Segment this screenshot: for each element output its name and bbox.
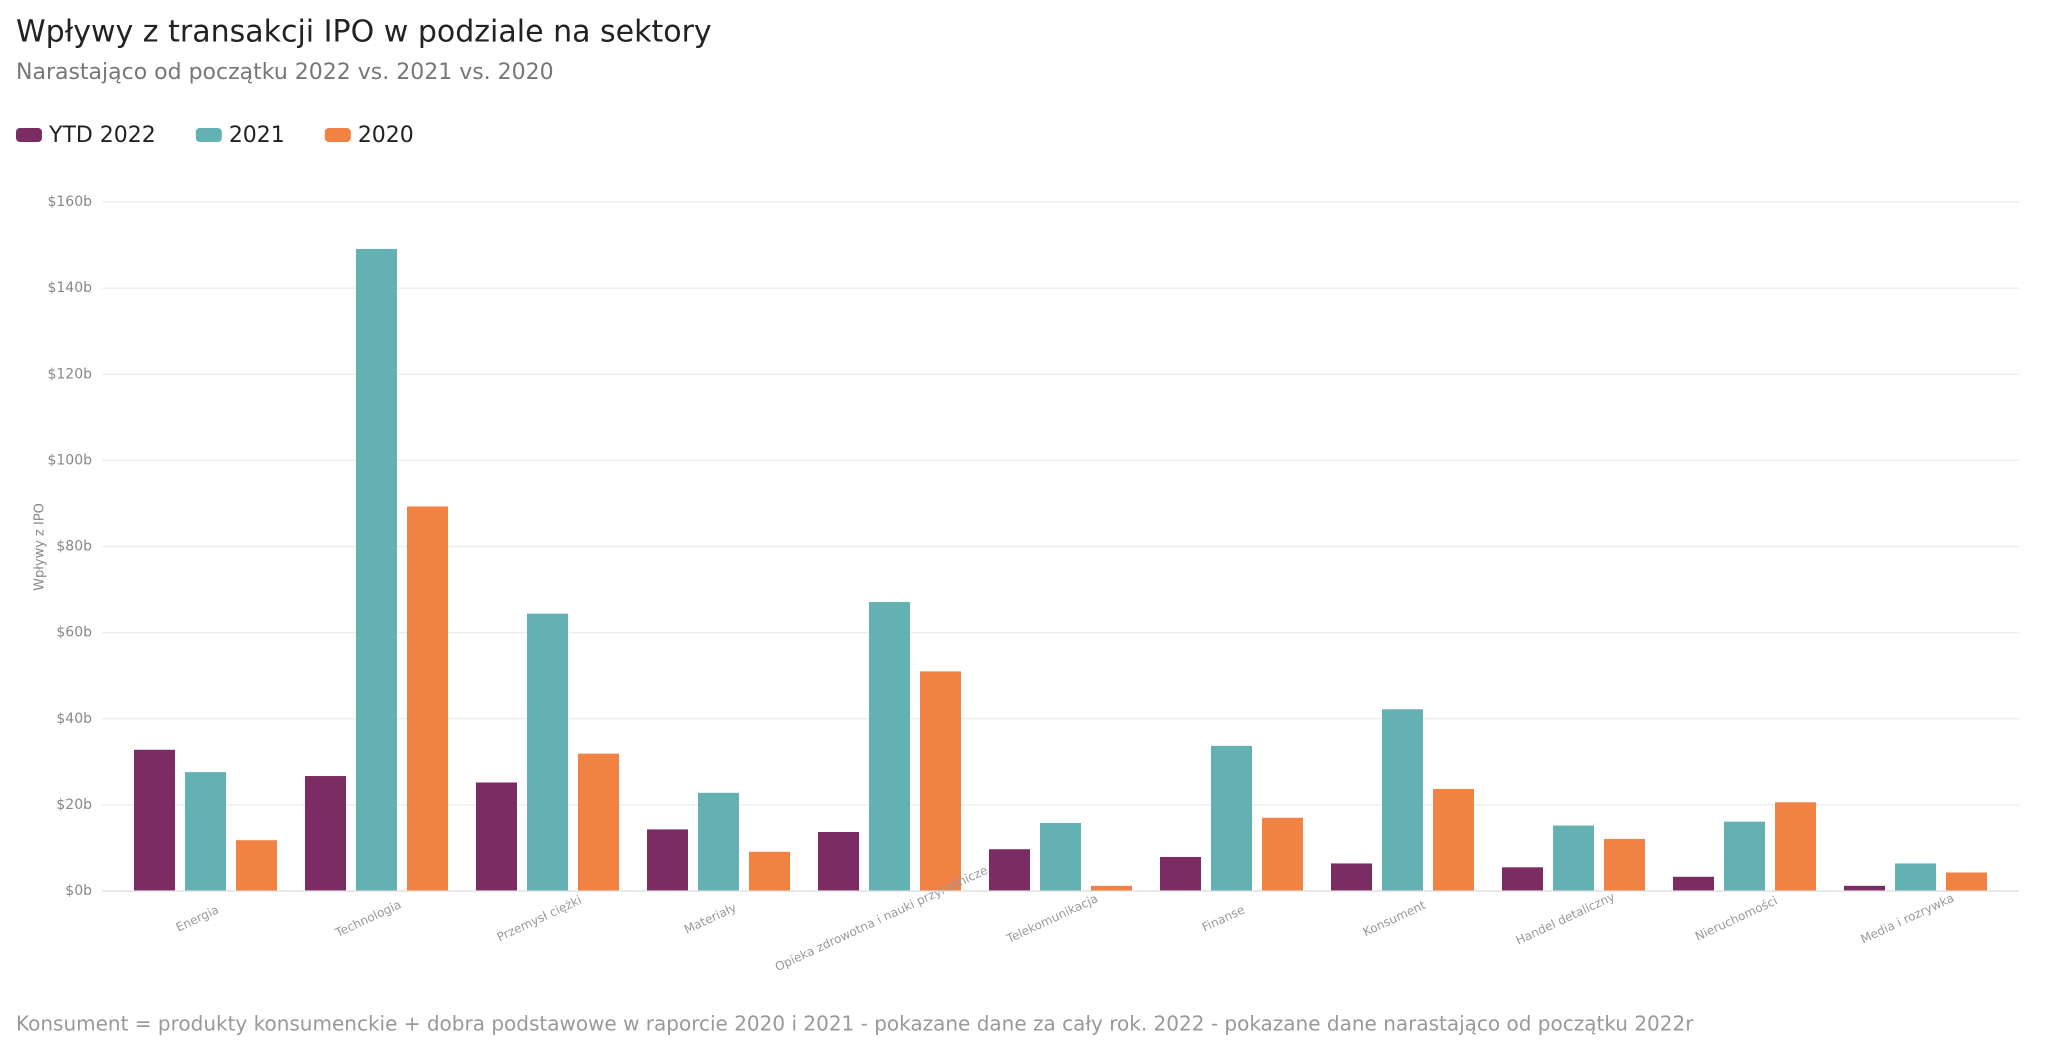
x-tick-label: Nieruchomości xyxy=(1693,893,1780,943)
y-tick-label: $160b xyxy=(47,194,92,210)
footnote: Konsument = produkty konsumenckie + dobr… xyxy=(16,1012,1694,1036)
bar xyxy=(1382,709,1423,891)
y-tick-label: $40b xyxy=(56,711,92,727)
bar xyxy=(647,829,688,891)
bar xyxy=(134,749,175,891)
x-tick-label: Materiały xyxy=(682,900,739,936)
bar xyxy=(1211,745,1252,891)
bar xyxy=(1604,838,1645,891)
bar xyxy=(1775,802,1816,891)
chart-title: Wpływy z transakcji IPO w podziale na se… xyxy=(16,15,712,50)
bar xyxy=(407,506,448,891)
bar xyxy=(185,772,226,891)
bar xyxy=(476,782,517,891)
bar xyxy=(236,840,277,891)
bar xyxy=(1724,821,1765,891)
bar xyxy=(1040,822,1081,891)
y-axis-title: Wpływy z IPO xyxy=(33,503,48,591)
bar xyxy=(920,671,961,891)
legend-swatch xyxy=(324,128,351,142)
x-tick-label: Handel detaliczny xyxy=(1514,889,1617,947)
x-tick-label: Technologia xyxy=(332,897,403,940)
y-tick-label: $140b xyxy=(47,280,92,296)
bar xyxy=(1844,885,1885,891)
bar xyxy=(305,776,346,891)
x-tick-label: Konsument xyxy=(1361,898,1428,939)
legend-label: YTD 2022 xyxy=(48,123,156,148)
bar xyxy=(989,849,1030,891)
chart-subtitle: Narastająco od początku 2022 vs. 2021 vs… xyxy=(16,60,554,85)
x-tick-label: Energia xyxy=(174,903,221,935)
y-tick-label: $80b xyxy=(56,539,92,555)
bar xyxy=(1262,817,1303,891)
y-tick-label: $60b xyxy=(56,625,92,641)
bar xyxy=(1433,788,1474,891)
x-tick-label: Finanse xyxy=(1200,903,1247,935)
legend-swatch xyxy=(195,128,222,142)
y-tick-label: $0b xyxy=(65,883,92,899)
legend-label: 2020 xyxy=(358,123,414,148)
y-tick-label: $100b xyxy=(47,452,92,468)
legend-swatch xyxy=(16,128,42,142)
x-tick-label: Media i rozrywka xyxy=(1858,891,1956,946)
bar xyxy=(1895,863,1936,891)
bar xyxy=(1946,872,1987,891)
bar xyxy=(1553,825,1594,891)
x-tick-label: Przemysł ciężki xyxy=(495,893,584,944)
bar xyxy=(1160,856,1201,891)
bar xyxy=(869,602,910,891)
y-tick-label: $20b xyxy=(56,797,92,813)
bar xyxy=(578,753,619,891)
bar xyxy=(698,792,739,891)
bar xyxy=(356,248,397,892)
bar xyxy=(1502,867,1543,891)
bar xyxy=(1331,863,1372,891)
bar xyxy=(1673,876,1714,891)
bar xyxy=(749,851,790,891)
bar xyxy=(527,613,568,891)
bar xyxy=(818,832,859,891)
legend-label: 2021 xyxy=(229,123,285,148)
bar xyxy=(1091,885,1132,891)
y-tick-label: $120b xyxy=(47,366,92,382)
x-tick-label: Telekomunikacja xyxy=(1004,891,1100,946)
